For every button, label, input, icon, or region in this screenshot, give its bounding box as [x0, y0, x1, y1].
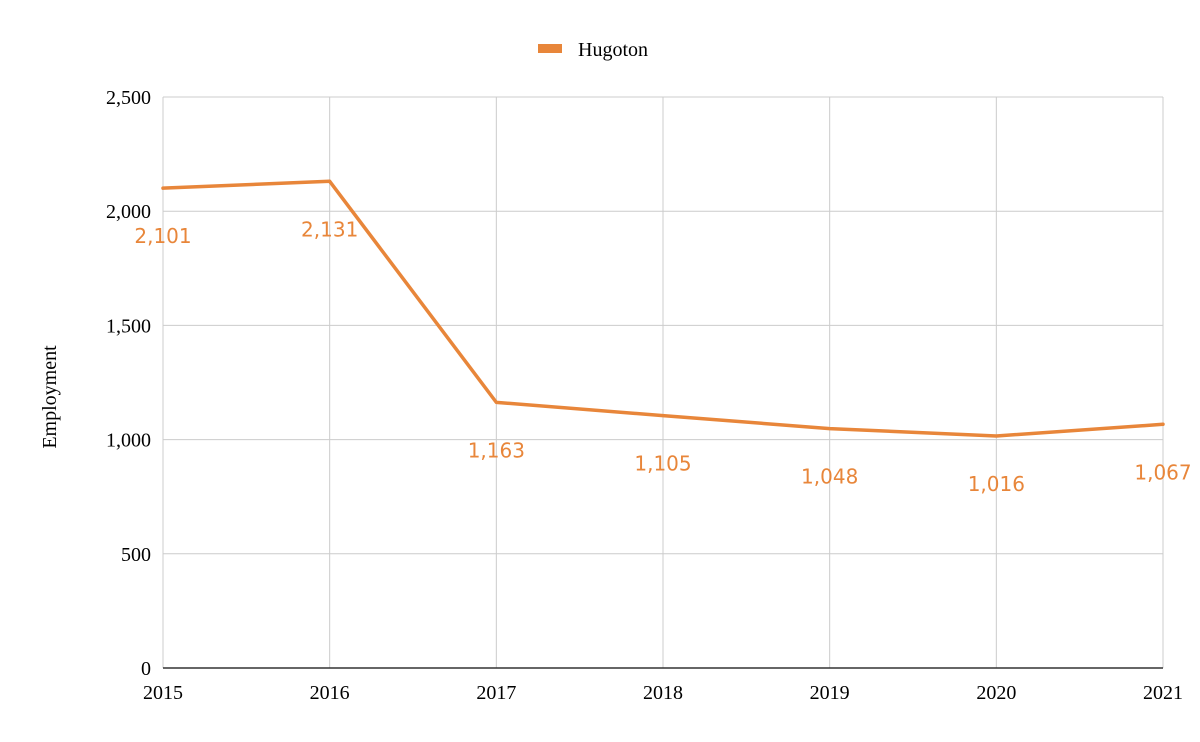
y-tick-label: 500 — [121, 544, 151, 566]
x-tick-label: 2018 — [643, 682, 683, 704]
data-label: 2,101 — [134, 224, 191, 248]
legend: Hugoton — [538, 39, 648, 61]
data-point — [994, 434, 998, 438]
data-label: 2,131 — [301, 217, 358, 241]
series-group — [161, 179, 1165, 438]
y-axis-ticks: 0 500 1,000 1,500 2,000 2,500 — [106, 87, 151, 680]
data-point — [328, 179, 332, 183]
data-label: 1,048 — [801, 465, 858, 489]
data-label: 1,105 — [634, 452, 691, 476]
data-point — [494, 400, 498, 404]
x-tick-label: 2016 — [310, 682, 350, 704]
y-tick-label: 1,000 — [106, 430, 151, 452]
x-tick-label: 2015 — [143, 682, 183, 704]
gridlines — [162, 96, 1164, 668]
data-point — [1161, 422, 1165, 426]
data-label: 1,163 — [468, 438, 525, 462]
x-tick-label: 2021 — [1143, 682, 1183, 704]
data-labels: 2,101 2,131 1,163 1,105 1,048 1,016 1,067 — [134, 217, 1191, 496]
data-point — [661, 414, 665, 418]
y-axis-title: Employment — [39, 345, 61, 449]
legend-label-hugoton: Hugoton — [578, 39, 648, 61]
y-tick-label: 2,500 — [106, 87, 151, 109]
x-tick-label: 2017 — [476, 682, 516, 704]
y-tick-label: 1,500 — [106, 315, 151, 337]
x-tick-label: 2020 — [976, 682, 1016, 704]
x-tick-label: 2019 — [810, 682, 850, 704]
data-point — [828, 427, 832, 431]
data-point — [161, 186, 165, 190]
legend-swatch-hugoton — [538, 44, 562, 53]
y-tick-label: 2,000 — [106, 201, 151, 223]
data-label: 1,067 — [1134, 460, 1191, 484]
x-axis-ticks: 2015 2016 2017 2018 2019 2020 2021 — [143, 682, 1183, 704]
y-tick-label: 0 — [141, 658, 151, 680]
data-label: 1,016 — [968, 472, 1025, 496]
